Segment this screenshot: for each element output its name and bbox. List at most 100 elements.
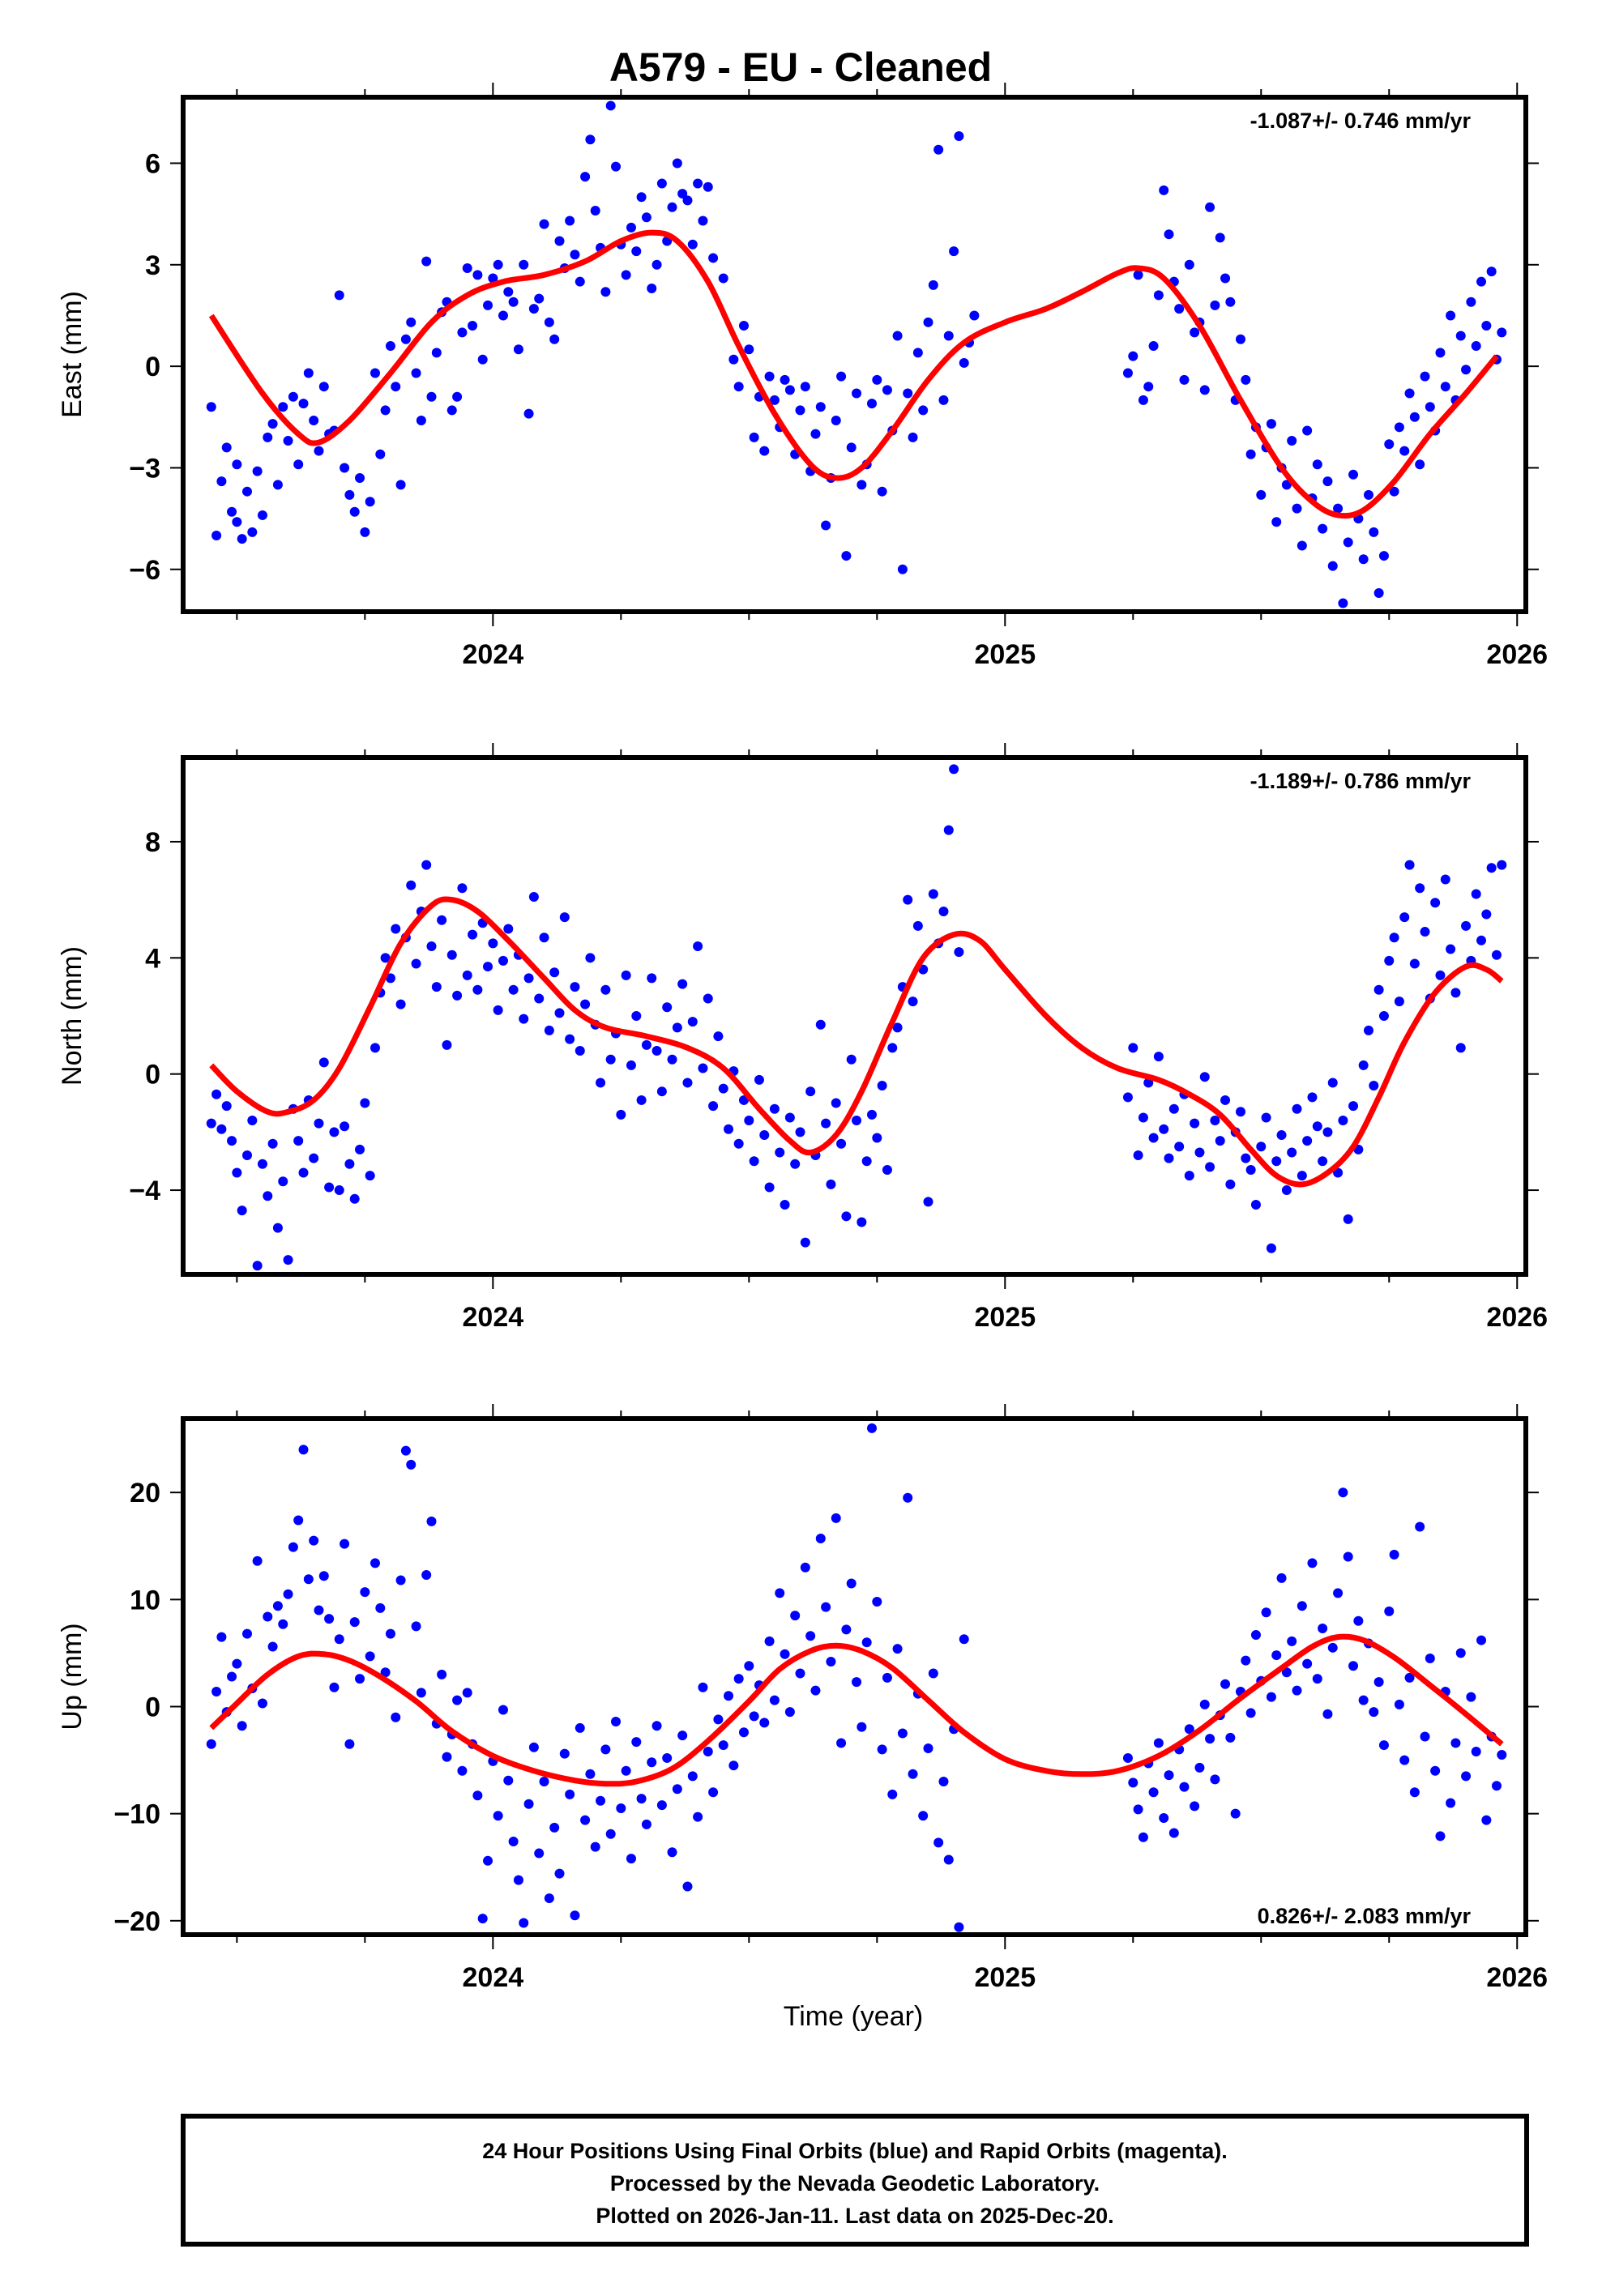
data-point	[611, 161, 622, 172]
data-point	[1235, 334, 1245, 344]
data-point	[585, 953, 596, 963]
data-point	[744, 344, 754, 355]
data-point	[468, 929, 478, 940]
data-point	[360, 1098, 370, 1108]
data-point	[519, 1014, 529, 1024]
data-point	[764, 1636, 775, 1646]
data-point	[334, 1185, 344, 1196]
data-point	[477, 1914, 488, 1924]
data-point	[477, 354, 488, 365]
data-point	[442, 1039, 452, 1050]
data-point	[1353, 1615, 1364, 1626]
data-point	[672, 1784, 682, 1795]
data-point	[1184, 1171, 1194, 1181]
data-point	[918, 1811, 929, 1821]
data-point	[1261, 1112, 1271, 1123]
data-point	[831, 1513, 841, 1523]
data-point	[257, 1159, 267, 1169]
data-point	[1184, 259, 1194, 270]
data-point	[841, 551, 852, 561]
data-point	[903, 894, 913, 905]
data-point	[472, 984, 483, 995]
data-point	[667, 1054, 677, 1065]
data-point	[959, 357, 969, 368]
data-point	[575, 276, 585, 287]
rate-label: 0.826+/- 2.083 mm/yr	[1258, 1904, 1472, 1928]
data-point	[241, 486, 252, 497]
data-point	[590, 1841, 600, 1852]
data-point	[938, 1777, 949, 1787]
data-point	[1322, 1709, 1333, 1719]
data-point	[318, 1571, 329, 1581]
data-point	[1466, 1692, 1476, 1702]
data-point	[1373, 588, 1384, 599]
data-point	[656, 1800, 667, 1811]
data-point	[1230, 1808, 1241, 1819]
data-point	[611, 1717, 622, 1727]
data-point	[539, 1777, 549, 1787]
data-point	[641, 1819, 651, 1829]
data-point	[626, 1854, 636, 1864]
data-point	[247, 1116, 258, 1126]
data-point	[667, 1847, 677, 1858]
data-point	[718, 1083, 728, 1094]
data-point	[1292, 503, 1302, 514]
data-point	[1312, 1674, 1322, 1684]
data-point	[554, 236, 565, 246]
data-point	[1327, 1642, 1338, 1653]
data-point	[744, 1661, 754, 1671]
data-point	[605, 1054, 616, 1065]
data-point	[795, 1668, 805, 1679]
data-point	[1384, 955, 1395, 966]
y-tick-label: −4	[129, 1176, 160, 1206]
data-point	[1333, 1167, 1344, 1178]
data-point	[918, 405, 929, 416]
data-point	[452, 990, 463, 1001]
data-point	[1281, 1667, 1292, 1678]
data-point	[943, 825, 954, 835]
data-point	[483, 962, 493, 972]
fit-curve	[209, 896, 1504, 1188]
data-point	[1256, 489, 1267, 500]
data-point	[775, 1588, 785, 1598]
data-point	[519, 1918, 529, 1928]
data-point	[933, 1837, 944, 1848]
data-point	[1420, 371, 1430, 382]
data-point	[241, 1628, 252, 1639]
data-point	[1481, 1815, 1492, 1825]
data-point	[662, 1752, 673, 1763]
data-point	[344, 1739, 355, 1749]
data-point	[775, 1147, 785, 1158]
data-point	[508, 984, 519, 995]
data-point	[349, 506, 360, 517]
data-point	[923, 317, 933, 327]
data-point	[508, 1837, 519, 1847]
data-point	[708, 1787, 719, 1798]
data-point	[852, 1116, 862, 1126]
data-point	[539, 219, 549, 229]
data-point	[810, 429, 821, 439]
data-point	[411, 368, 421, 378]
data-point	[227, 1136, 237, 1146]
data-point	[293, 1136, 304, 1146]
data-point	[1399, 446, 1410, 456]
data-point	[1318, 523, 1328, 534]
data-point	[903, 1492, 913, 1503]
data-point	[897, 564, 908, 574]
y-tick-label: −10	[113, 1799, 160, 1830]
data-point	[508, 297, 519, 307]
data-point	[267, 419, 278, 429]
data-point	[298, 1445, 309, 1455]
data-point	[216, 476, 227, 487]
footer-line-2: Processed by the Nevada Geodetic Laborat…	[610, 2171, 1100, 2196]
footer-frame	[181, 2114, 1529, 2247]
data-point	[1394, 422, 1404, 433]
x-tick-label: 2026	[1486, 1302, 1548, 1333]
data-point	[380, 953, 391, 963]
data-point	[866, 1109, 877, 1120]
data-point	[1138, 1832, 1148, 1842]
data-point	[857, 1217, 867, 1227]
data-point	[656, 178, 667, 189]
data-point	[938, 906, 949, 916]
data-point	[1220, 1095, 1231, 1105]
